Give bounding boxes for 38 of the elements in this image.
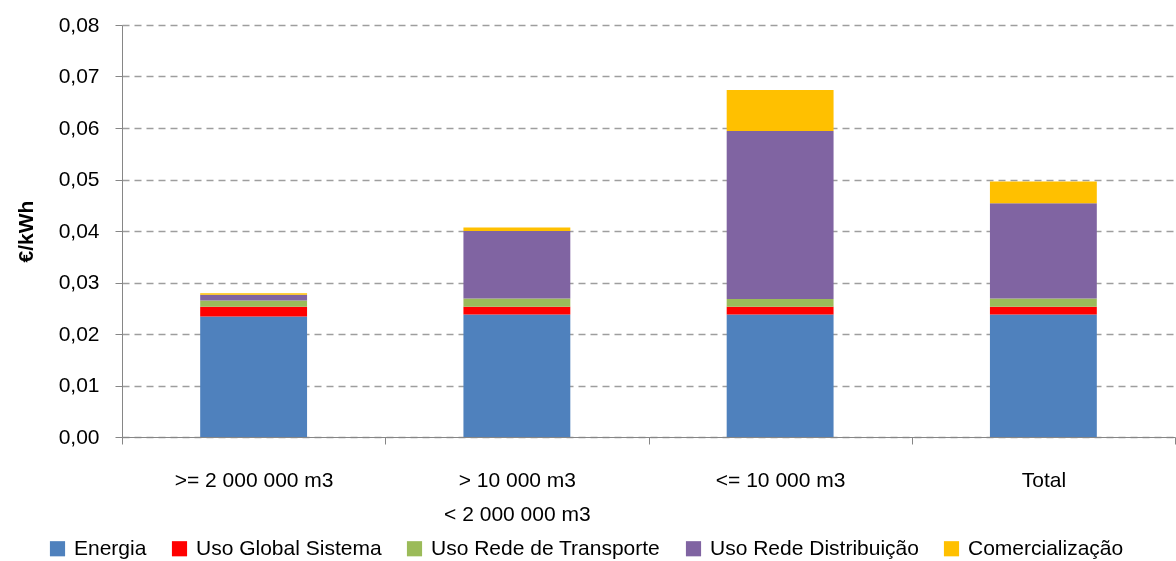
y-tick-label: 0,07 [58,64,100,87]
y-axis-title: €/kWh [13,200,37,263]
y-tick-label: 0,04 [58,218,100,242]
bar [463,306,571,315]
bar [200,306,308,317]
y-tick-label: 0,05 [58,167,100,190]
bar [726,131,834,299]
y-tick-label: 0,00 [58,424,100,448]
bar [463,298,571,307]
bar [200,300,308,307]
bar [463,231,571,299]
bar [726,89,834,132]
bar [726,306,834,315]
bar [200,316,308,437]
legend-label: Comercialização [968,535,1124,559]
legend-label: Energia [74,535,147,559]
y-tick-label: 0,06 [58,115,100,139]
bar [989,314,1097,437]
y-tick-label: 0,02 [58,321,100,345]
bar [726,314,834,437]
bar [726,298,834,307]
x-tick-label: > 10 000 m3 < 2 000 000 m3 [444,467,591,525]
bar [463,314,571,437]
bar [989,298,1097,307]
legend-label: Uso Rede Distribuição [710,535,919,559]
y-tick-label: 0,01 [58,373,100,396]
bar [200,294,308,301]
y-tick-label: 0,08 [58,12,100,36]
y-tick-label: 0,03 [58,270,100,293]
x-tick-label: <= 10 000 m3 [715,467,846,491]
x-tick-label: Total [1021,467,1067,491]
bar [989,181,1097,204]
bar [463,227,571,231]
legend-label: Uso Global Sistema [196,535,382,559]
x-tick-label: >= 2 000 000 m3 [174,467,334,491]
bar [989,203,1097,299]
bar [989,306,1097,315]
legend-label: Uso Rede de Transporte [431,535,660,559]
